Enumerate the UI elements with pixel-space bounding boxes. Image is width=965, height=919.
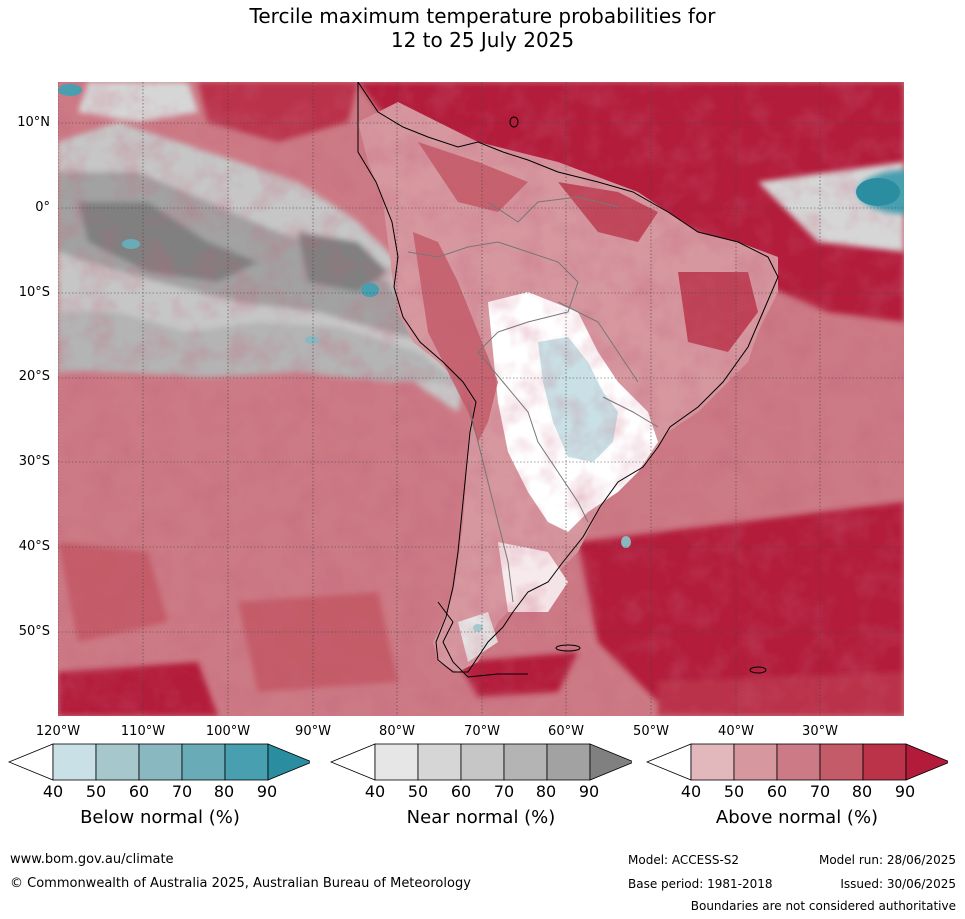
above-colorbar-swatch: [690, 743, 735, 781]
colorbar-below: [8, 743, 310, 781]
colorbar-near: [330, 743, 632, 781]
below-colorbar-swatch: [52, 743, 97, 781]
lon-label-120w: 120°W: [35, 724, 81, 739]
country-borders: [407, 196, 659, 603]
tick-near-90: 90: [578, 782, 600, 801]
base-period-text: Base period: 1981-2018: [628, 877, 773, 891]
islands: [437, 116, 767, 678]
below-colorbar-swatch: [181, 743, 226, 781]
model-text: Model: ACCESS-S2: [628, 853, 740, 867]
tick-near-50: 50: [407, 782, 429, 801]
tick-above-70: 70: [809, 782, 831, 801]
lat-label-50s: 50°S: [18, 624, 50, 639]
disclaimer-text: Boundaries are not considered authoritat…: [690, 899, 956, 913]
below-colorbar-swatch: [138, 743, 183, 781]
lon-label-30w: 30°W: [802, 724, 838, 739]
above-colorbar-high-arrow: [905, 743, 948, 781]
lat-label-20s: 20°S: [18, 369, 50, 384]
above-colorbar-swatch: [819, 743, 864, 781]
lat-label-30s: 30°S: [18, 454, 50, 469]
lat-label-0: 0°: [35, 200, 50, 215]
tick-near-70: 70: [493, 782, 515, 801]
lat-label-40s: 40°S: [18, 539, 50, 554]
below-colorbar-swatch: [95, 743, 140, 781]
tick-below-70: 70: [171, 782, 193, 801]
near-colorbar-swatch: [374, 743, 419, 781]
chart-title: Tercile maximum temperature probabilitie…: [0, 4, 965, 52]
title-line-2: 12 to 25 July 2025: [390, 28, 575, 52]
tick-above-90: 90: [894, 782, 916, 801]
near-colorbar-high-arrow: [589, 743, 632, 781]
tick-above-40: 40: [680, 782, 702, 801]
model-run-text: Model run: 28/06/2025: [818, 853, 956, 867]
tick-near-40: 40: [364, 782, 386, 801]
graticule: [58, 82, 904, 716]
near-colorbar-swatch: [503, 743, 548, 781]
probability-map: [58, 82, 904, 716]
near-colorbar-swatch: [546, 743, 591, 781]
colorbar-near-title: Near normal (%): [406, 807, 556, 828]
lon-label-40w: 40°W: [718, 724, 754, 739]
above-colorbar-swatch: [862, 743, 907, 781]
tick-above-60: 60: [766, 782, 788, 801]
issued-text: Issued: 30/06/2025: [840, 877, 956, 891]
tick-below-60: 60: [128, 782, 150, 801]
tick-near-80: 80: [535, 782, 557, 801]
colorbar-below-title: Below normal (%): [80, 807, 240, 828]
below-colorbar-low-arrow: [8, 743, 54, 781]
tick-below-80: 80: [213, 782, 235, 801]
tick-above-80: 80: [851, 782, 873, 801]
near-colorbar-swatch: [417, 743, 462, 781]
below-colorbar-high-arrow: [267, 743, 310, 781]
below-normal-patches: [58, 84, 904, 632]
lon-label-90w: 90°W: [295, 724, 331, 739]
copyright-text: © Commonwealth of Australia 2025, Austra…: [10, 876, 471, 891]
above-colorbar-low-arrow: [646, 743, 692, 781]
near-colorbar-low-arrow: [330, 743, 376, 781]
lon-label-100w: 100°W: [205, 724, 251, 739]
lon-label-60w: 60°W: [548, 724, 584, 739]
tick-below-90: 90: [256, 782, 278, 801]
lat-label-10s: 10°S: [18, 285, 50, 300]
lon-label-80w: 80°W: [379, 724, 415, 739]
website-link[interactable]: www.bom.gov.au/climate: [10, 852, 174, 867]
coastline: [357, 82, 779, 673]
tick-below-40: 40: [42, 782, 64, 801]
lon-label-50w: 50°W: [633, 724, 669, 739]
title-line-1: Tercile maximum temperature probabilitie…: [249, 4, 716, 28]
colorbar-above: [646, 743, 948, 781]
above-colorbar-swatch: [776, 743, 821, 781]
tick-below-50: 50: [85, 782, 107, 801]
tick-above-50: 50: [723, 782, 745, 801]
below-colorbar-swatch: [224, 743, 269, 781]
lat-label-10n: 10°N: [17, 115, 50, 130]
above-colorbar-swatch: [733, 743, 778, 781]
lon-label-110w: 110°W: [120, 724, 166, 739]
near-colorbar-swatch: [460, 743, 505, 781]
lon-label-70w: 70°W: [464, 724, 500, 739]
colorbar-above-title: Above normal (%): [715, 807, 879, 828]
tick-near-60: 60: [450, 782, 472, 801]
